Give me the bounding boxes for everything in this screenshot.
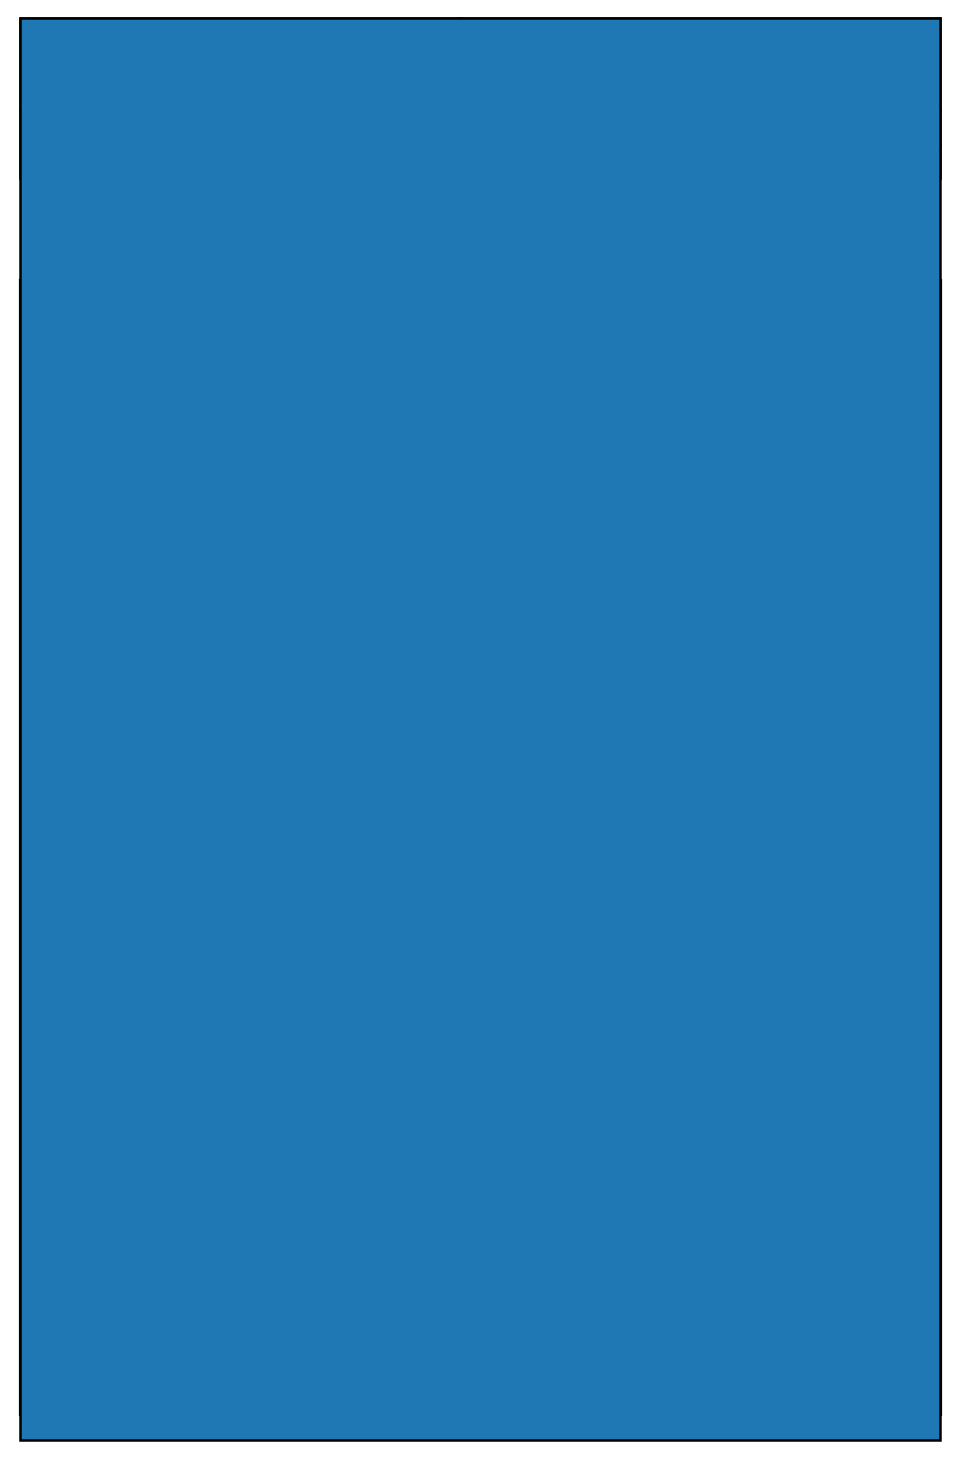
Bar	[20, 602, 89, 837]
Text: Arquivando os relatórios e
informando as partes
interessadas conforme
apropriado: Arquivando os relatórios e informando as…	[690, 1076, 845, 1134]
Text: ESTE DOCUMENTO É  PROPRIEDADE DA COBRAPI - CONTÉM  INFORMAÇÕES DE CARÁTER INSTIT: ESTE DOCUMENTO É PROPRIEDADE DA COBRAPI …	[128, 1423, 832, 1430]
Bar	[695, 146, 940, 178]
Text: Arquivar: Arquivar	[152, 1147, 197, 1158]
Bar	[192, 42, 198, 85]
Bar	[595, 837, 940, 945]
Text: Conforme procedimento
estabelecido: Conforme procedimento estabelecido	[404, 1091, 547, 1120]
Bar	[89, 1267, 259, 1414]
Text: Emitindo a ação corretiva
conforme procedimento
específico: Emitindo a ação corretiva conforme proce…	[692, 1318, 843, 1362]
Bar	[259, 837, 356, 945]
Text: Conforme procedimento
estabelecido: Conforme procedimento estabelecido	[404, 876, 547, 904]
Text: Quem?: Quem?	[280, 293, 334, 308]
Bar	[356, 602, 595, 837]
Bar	[89, 602, 259, 837]
Text: Executar
monitoramento: Executar monitoramento	[129, 876, 220, 904]
Text: PÁGINA: PÁGINA	[700, 114, 741, 124]
Text: Fases: Fases	[33, 293, 77, 308]
Text: PD-M-004: PD-M-004	[524, 139, 631, 157]
Text: Atendidos: Atendidos	[152, 1048, 197, 1057]
Text: Quando?: Quando?	[441, 293, 510, 308]
Bar	[20, 837, 89, 945]
Text: N: N	[96, 1028, 106, 1040]
Bar	[89, 837, 259, 945]
Bar	[595, 945, 940, 1267]
Bar	[150, 70, 156, 85]
Text: Requisitos: Requisitos	[151, 1038, 198, 1048]
Text: GESTÃO DE RESÍDUOS: GESTÃO DE RESÍDUOS	[140, 140, 340, 156]
Bar	[356, 1267, 595, 1414]
Bar	[695, 109, 940, 146]
Bar	[259, 319, 356, 602]
Text: Semestralmente ou
quando ocorrer mudanças
que impliquem em
alterações no
monitor: Semestralmente ou quando ocorrer mudança…	[397, 424, 553, 497]
Text: COBRAPI: COBRAPI	[205, 42, 344, 70]
Bar	[136, 60, 141, 85]
Bar	[356, 837, 595, 945]
Bar	[595, 280, 940, 319]
Bar	[157, 74, 162, 85]
Text: Gerência: Gerência	[281, 455, 334, 468]
Text: Abrir relatório de
ação corretiva: Abrir relatório de ação corretiva	[124, 1327, 225, 1354]
Text: Analisando as
solicitações,  os aspectos
ambientais, os requisitos
legais, os ob: Analisando as solicitações, os aspectos …	[690, 402, 845, 521]
Text: Planejar
monitoramento: Planejar monitoramento	[129, 706, 220, 733]
Bar	[20, 945, 89, 1267]
Text: Gerência: Gerência	[281, 713, 334, 726]
Text: Atividades: Atividades	[132, 293, 215, 308]
Text: 2: 2	[49, 710, 60, 729]
Bar	[259, 280, 356, 319]
Text: Semestralmente ou
quando ocorrer mudanças
que impliquem em
alterações no
monitor: Semestralmente ou quando ocorrer mudança…	[397, 682, 553, 755]
Text: Na ocorrência de violação
dos requisitos
estabelecidos: Na ocorrência de violação dos requisitos…	[399, 1318, 552, 1362]
Text: Estabelecer
parâmetros de
monitoramento
ambiental: Estabelecer parâmetros de monitoramento …	[129, 432, 220, 490]
Bar	[20, 280, 940, 1414]
Bar	[20, 280, 89, 319]
Bar	[356, 319, 595, 602]
Bar	[171, 52, 177, 85]
Bar	[259, 602, 356, 837]
Bar	[20, 1267, 89, 1414]
Bar	[122, 48, 128, 85]
Bar	[259, 945, 356, 1267]
Bar	[460, 109, 695, 178]
Bar	[89, 319, 259, 602]
Text: 5: 5	[49, 1331, 60, 1349]
Bar	[356, 280, 595, 319]
Bar	[259, 1267, 356, 1414]
Bar	[143, 66, 149, 85]
Text: relatórios: relatórios	[150, 1159, 199, 1169]
Bar	[178, 42, 183, 85]
Bar	[129, 54, 134, 85]
Text: Elaborando um
procedimento que
contemple os pontos e
parâmetros a serem
monitora: Elaborando um procedimento que contemple…	[690, 675, 845, 764]
Bar	[20, 109, 460, 178]
Text: Nº COBRAPI: Nº COBRAPI	[466, 115, 532, 125]
Text: REV.: REV.	[700, 149, 725, 159]
Text: Gerência: Gerência	[281, 1334, 334, 1347]
Bar	[89, 280, 259, 319]
Text: 4: 4	[49, 1096, 60, 1114]
Bar	[460, 17, 940, 109]
Text: Gerência: Gerência	[281, 884, 334, 897]
Bar	[164, 76, 170, 85]
Polygon shape	[113, 1002, 235, 1092]
Bar	[20, 17, 460, 109]
Bar	[595, 1267, 940, 1414]
Bar	[89, 945, 259, 1267]
Text: Como?: Como?	[741, 293, 794, 308]
Bar	[356, 945, 595, 1267]
Bar	[121, 1128, 227, 1185]
Text: 3: 3	[49, 882, 60, 900]
Text: 8    MONITORAMENTO E MEDIÇÃO DO DESEMPENHO AMBIENTAL: 8 MONITORAMENTO E MEDIÇÃO DO DESEMPENHO …	[22, 217, 568, 235]
Text: Gerência: Gerência	[281, 1099, 334, 1112]
Text: 1: 1	[49, 452, 60, 469]
Bar	[595, 319, 940, 602]
Text: 7/8: 7/8	[802, 118, 833, 137]
Text: 3: 3	[811, 156, 824, 174]
Bar	[595, 602, 940, 837]
Bar	[20, 319, 89, 602]
Text: Tabela 3 — Fluxograma para monitoramento e medição do desempenho ambiental.: Tabela 3 — Fluxograma para monitoramento…	[50, 255, 575, 268]
Text: PROCEDIMENTO: PROCEDIMENTO	[612, 54, 788, 73]
Text: TÍTULO: TÍTULO	[26, 115, 65, 125]
Text: S: S	[181, 1094, 191, 1107]
Bar	[185, 32, 190, 85]
Text: Conforme procedimento
estabelecido: Conforme procedimento estabelecido	[696, 876, 839, 904]
